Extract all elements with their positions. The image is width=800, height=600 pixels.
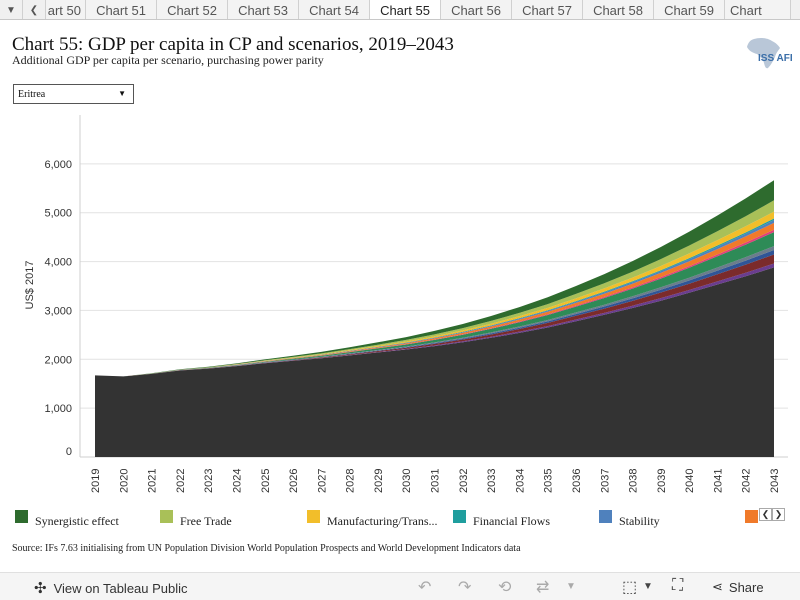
legend-item[interactable] <box>745 510 765 523</box>
legend-item[interactable]: Stability <box>599 510 660 529</box>
legend-item[interactable]: Manufacturing/Trans... <box>307 510 438 529</box>
source-note: Source: IFs 7.63 initialising from UN Po… <box>12 543 521 554</box>
y-tick-label: 4,000 <box>44 257 72 269</box>
country-dropdown[interactable]: Eritrea ▼ <box>13 84 134 104</box>
x-tick-label: 2023 <box>203 469 215 493</box>
legend-swatch <box>453 510 466 523</box>
tab-chart-56[interactable]: Chart 56 <box>441 0 512 19</box>
x-tick-label: 2041 <box>712 469 724 493</box>
tab-chart-53[interactable]: Chart 53 <box>228 0 299 19</box>
x-tick-label: 2024 <box>231 469 243 493</box>
legend-label: Synergistic effect <box>35 514 119 528</box>
revert-icon[interactable]: ⟲ <box>498 579 512 596</box>
x-tick-label: 2025 <box>260 469 272 493</box>
x-tick-label: 2021 <box>147 469 159 493</box>
chevron-left-icon[interactable]: ❮ <box>759 508 772 521</box>
view-on-tableau-label: View on Tableau Public <box>53 580 188 596</box>
x-tick-label: 2036 <box>571 469 583 493</box>
x-tick-label: 2043 <box>769 469 781 493</box>
chevron-down-icon[interactable]: ▼ <box>0 0 23 19</box>
logo-text: ISS AFI <box>758 53 793 64</box>
legend-swatch <box>160 510 173 523</box>
tab-chart-52[interactable]: Chart 52 <box>157 0 228 19</box>
stacked-area-chart: 6,000 5,000 4,000 3,000 2,000 1,000 0 US$ 2017 2… <box>24 115 788 493</box>
tab-strip: ▼ ❮ art 50 Chart 51 Chart 52 Chart 53 Chart … <box>0 0 800 20</box>
chart-legend: Stability Financial Flows Manufacturing/Tr… <box>0 506 800 528</box>
x-tick-label: 2022 <box>175 469 187 493</box>
legend-label: Stability <box>619 514 660 528</box>
legend-item[interactable]: Free Trade <box>160 510 232 529</box>
legend-item[interactable]: Synergistic effect <box>15 510 119 529</box>
dropdown-value: Eritrea <box>18 89 46 100</box>
share-label: Share <box>728 579 764 595</box>
chevron-down-icon[interactable]: ▼ <box>643 581 653 592</box>
legend-label: Free Trade <box>180 514 232 528</box>
chevron-down-icon[interactable]: ▼ <box>566 581 576 592</box>
y-tick-label: 6,000 <box>44 159 72 171</box>
y-axis-label: US$ 2017 <box>24 261 36 310</box>
tab-art-50[interactable]: art 50 <box>46 0 86 19</box>
x-tick-label: 2020 <box>118 469 130 493</box>
x-tick-label: 2034 <box>514 469 526 493</box>
x-tick-label: 2040 <box>684 469 696 493</box>
legend-label: Manufacturing/Trans... <box>327 514 438 528</box>
y-tick-label: 5,000 <box>44 208 72 220</box>
legend-item[interactable]: Financial Flows <box>453 510 550 529</box>
x-tick-label: 2030 <box>401 469 413 493</box>
redo-icon[interactable]: ↷ <box>458 579 472 596</box>
tab-list: art 50 Chart 51 Chart 52 Chart 53 Chart 54 Ch… <box>46 0 800 19</box>
tableau-logo-icon: ✣ <box>34 580 47 597</box>
x-tick-label: 2031 <box>430 469 442 493</box>
download-icon[interactable]: ⬚ <box>622 579 638 596</box>
tab-chart-58[interactable]: Chart 58 <box>583 0 654 19</box>
legend-swatch <box>599 510 612 523</box>
x-tick-label: 2042 <box>741 469 753 493</box>
legend-label: Financial Flows <box>473 514 550 528</box>
africa-logo-icon <box>747 37 780 69</box>
x-tick-label: 2026 <box>288 469 300 493</box>
refresh-icon[interactable]: ⇄ <box>536 579 550 596</box>
chevron-right-icon[interactable]: ❯ <box>772 508 785 521</box>
tableau-toolbar: ✣ View on Tableau Public ↶ ↷ ⟲ ⇄ ▼ ⬚ ▼ ⛶… <box>0 572 800 600</box>
x-tick-label: 2037 <box>599 469 611 493</box>
legend-swatch <box>307 510 320 523</box>
y-tick-label: 2,000 <box>44 354 72 366</box>
legend-pager: ❮ ❯ <box>759 508 785 521</box>
tab-chart[interactable]: Chart <box>725 0 791 19</box>
chevron-left-icon[interactable]: ❮ <box>23 0 46 19</box>
tab-chart-59[interactable]: Chart 59 <box>654 0 725 19</box>
x-tick-label: 2029 <box>373 469 385 493</box>
legend-swatch <box>15 510 28 523</box>
tab-chart-55[interactable]: Chart 55 <box>370 0 441 19</box>
tab-chart-54[interactable]: Chart 54 <box>299 0 370 19</box>
y-tick-label: 1,000 <box>44 403 72 415</box>
share-button[interactable]: ⋖ Share <box>712 579 764 595</box>
view-on-tableau-link[interactable]: ✣ View on Tableau Public <box>34 579 188 597</box>
x-tick-label: 2032 <box>458 469 470 493</box>
caret-down-icon: ▼ <box>118 89 126 98</box>
x-tick-label: 2035 <box>543 469 555 493</box>
legend-swatch <box>745 510 758 523</box>
tab-chart-57[interactable]: Chart 57 <box>512 0 583 19</box>
y-tick-label: 0 <box>66 446 72 458</box>
x-tick-label: 2033 <box>486 469 498 493</box>
x-tick-label: 2019 <box>90 469 102 493</box>
undo-icon[interactable]: ↶ <box>418 579 432 596</box>
y-tick-label: 3,000 <box>44 305 72 317</box>
x-tick-label: 2028 <box>345 469 357 493</box>
x-tick-label: 2027 <box>316 469 328 493</box>
area-layer-0 <box>95 267 774 457</box>
chart-title: Chart 55: GDP per capita in CP and scena… <box>12 34 454 55</box>
x-tick-label: 2039 <box>656 469 668 493</box>
fullscreen-icon[interactable]: ⛶ <box>672 577 684 594</box>
chart-subtitle: Additional GDP per capita per scenario, … <box>12 53 324 67</box>
tab-chart-51[interactable]: Chart 51 <box>86 0 157 19</box>
x-tick-label: 2038 <box>628 469 640 493</box>
share-icon: ⋖ <box>712 579 723 594</box>
